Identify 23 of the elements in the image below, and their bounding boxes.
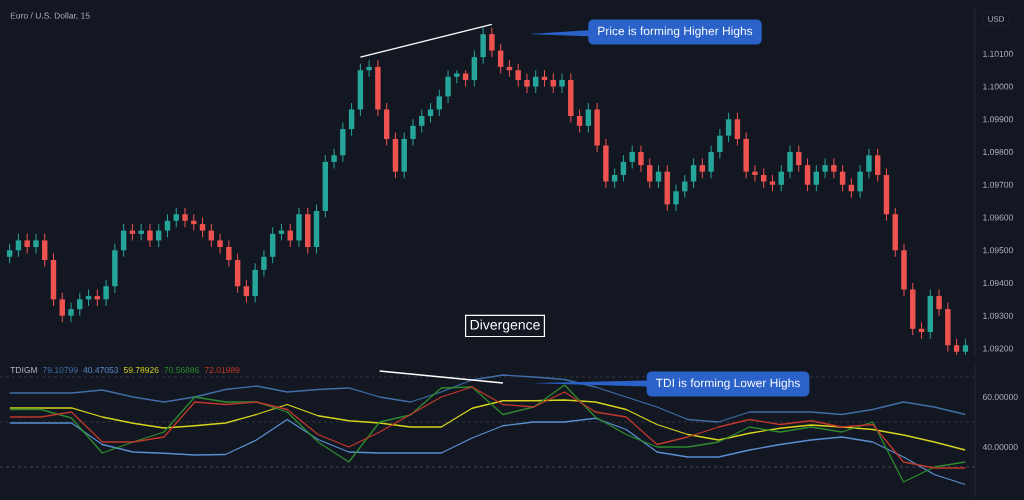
y-tick-label: 1.09200	[983, 345, 1013, 352]
annotation: TDI is forming Lower Highs	[655, 378, 800, 390]
y-tick-label: 1.09400	[983, 279, 1013, 286]
chart-title: Euro / U.S. Dollar, 15	[10, 12, 90, 20]
annotation: Price is forming Higher Highs	[598, 26, 753, 38]
y-tick-label: 1.09700	[983, 181, 1013, 188]
y-tick-label: 1.09900	[983, 116, 1013, 123]
text: 40.47053	[83, 367, 119, 373]
y-tick-label: 1.09500	[983, 247, 1013, 254]
text: USD	[988, 16, 1005, 22]
y-tick-label: 1.10000	[983, 83, 1013, 90]
y-tick-label: 1.09300	[983, 312, 1013, 319]
text: 79.10799	[43, 367, 78, 373]
chart-title: TDIGM	[10, 367, 37, 373]
y-tick-label: 40.00000	[982, 444, 1018, 450]
y-tick-label: 1.09600	[983, 214, 1013, 221]
annotation: Divergence	[470, 319, 540, 333]
text: 72.01989	[204, 367, 240, 373]
y-tick-label: 1.10100	[983, 50, 1013, 57]
y-tick-label: 1.09800	[983, 149, 1013, 156]
y-tick-label: 60.00000	[982, 394, 1018, 400]
text: 59.78926	[123, 367, 159, 373]
text: 70.56886	[164, 367, 200, 373]
